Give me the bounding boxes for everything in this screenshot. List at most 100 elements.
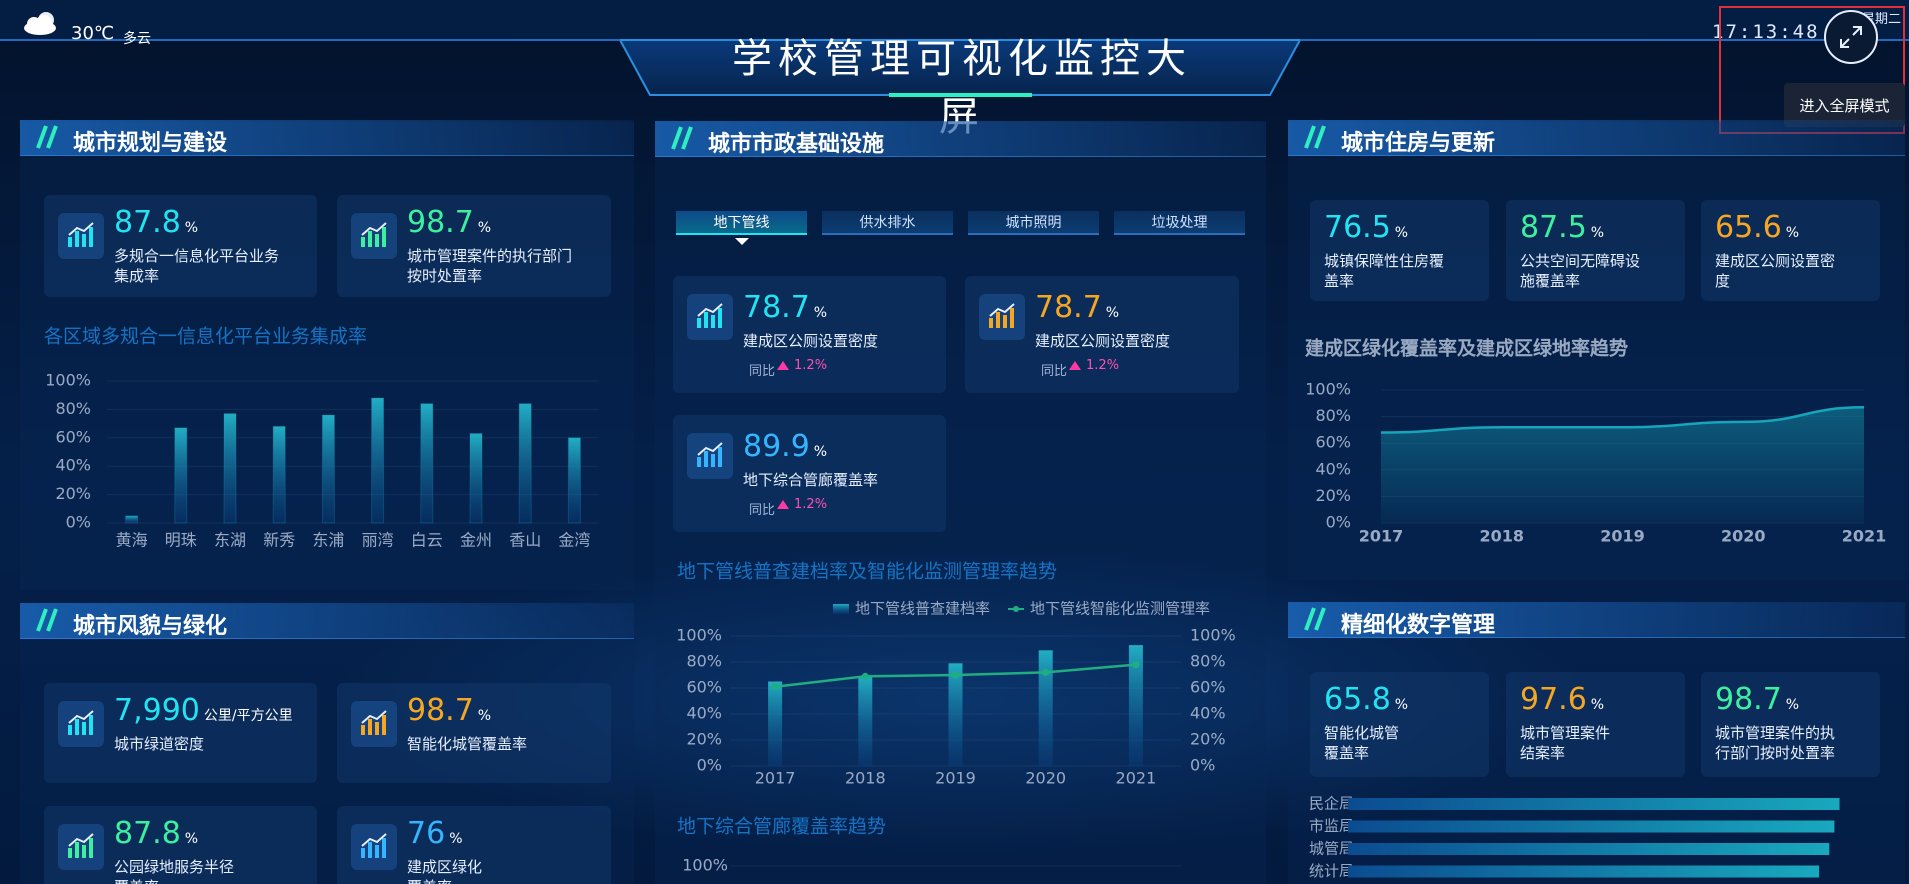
icon-glyph (989, 303, 1015, 328)
y-tick-label: 80% (55, 399, 91, 418)
x-tick-label: 2021 (1116, 769, 1157, 788)
y-tick-label: 100% (676, 626, 722, 645)
card-value-row: 98.7% (1715, 682, 1843, 723)
y-tick-label: 100% (1305, 380, 1351, 399)
card-body: 98.7% 智能化城管覆盖率 (407, 693, 535, 754)
card-value-row: 87.8% (114, 816, 242, 857)
slashes (1304, 125, 1326, 149)
panel-header (20, 603, 634, 639)
card-value-row: 78.7% (743, 290, 963, 331)
card-body: 89.9% 地下综合管廊覆盖率 同比 1.2% (743, 429, 963, 518)
card-label: 建成区公厕设置密度 (1715, 252, 1836, 290)
tooltip-text: 进入全屏模式 (1799, 97, 1890, 115)
y-tick-label: 80% (686, 652, 722, 671)
panel (20, 605, 634, 884)
card-body: 87.8%公园绿地服务半径覆盖率 (114, 816, 242, 884)
chart-title: 建成区绿化覆盖率及建成区绿地率趋势 (1305, 337, 1628, 360)
card-body: 98.7% 城市管理案件的执行部门按时处置率 (1715, 682, 1843, 763)
x-tick-label: 2020 (1025, 769, 1066, 788)
line-point (952, 671, 959, 679)
card-unit: % (1590, 697, 1605, 713)
card-body: 87.5% 公共空间无障碍设施覆盖率 (1520, 210, 1648, 291)
x-tick-label: 丽湾 (362, 531, 394, 550)
card-value: 76.5 (1324, 210, 1391, 245)
tooltip (1784, 83, 1905, 127)
card-unit: % (184, 220, 199, 236)
panel-header-icon (30, 605, 62, 635)
card-value-row: 89.9% (743, 429, 963, 470)
slashes (36, 608, 58, 632)
card-value-row: 98.7% (407, 693, 535, 734)
card-value: 98.7 (407, 205, 474, 240)
card-label: 城镇保障性住房覆盖率 (1324, 252, 1445, 290)
card-label: 多规合一信息化平台业务集成率 (114, 247, 280, 285)
card-label: 建成区绿化覆盖率 (407, 858, 483, 884)
icon-glyph (361, 833, 387, 858)
bar (125, 515, 139, 524)
card-body: 76%建成区绿化覆盖率 (407, 816, 491, 884)
tab[interactable]: 城市照明 (968, 211, 1099, 235)
x-tick-label: 香山 (509, 531, 541, 550)
card-value: 78.7 (1035, 290, 1102, 325)
card-value: 98.7 (1715, 682, 1782, 717)
bar (174, 427, 188, 524)
tab[interactable]: 垃圾处理 (1114, 211, 1245, 235)
x-tick-label: 金湾 (558, 531, 590, 550)
change-label: 同比 (749, 503, 776, 518)
fullscreen-button[interactable] (1822, 8, 1880, 66)
tab[interactable]: 供水排水 (822, 211, 953, 235)
card-icon (58, 213, 104, 259)
card-change: 同比 1.2% (1035, 358, 1255, 379)
card-unit: % (1785, 225, 1800, 241)
card-value: 87.8 (114, 205, 181, 240)
panel (1288, 603, 1905, 884)
y-tick-label: 0% (697, 756, 722, 775)
panel (1288, 122, 1905, 580)
bar (1348, 798, 1840, 810)
x-tick-label: 黄海 (116, 531, 148, 550)
y-tick-label: 20% (1190, 730, 1226, 749)
y-tick-label: 100% (45, 371, 91, 390)
panel (20, 122, 634, 590)
stat-card: 76%建成区绿化覆盖率 (337, 806, 611, 884)
card-value: 65.8 (1324, 682, 1391, 717)
top-bar (0, 0, 1909, 40)
stat-card: 98.7% 智能化城管覆盖率 (337, 683, 611, 783)
stat-card: 87.5% 公共空间无障碍设施覆盖率 (1506, 200, 1685, 301)
stat-card: 65.8% 智能化城管覆盖率 (1310, 672, 1489, 777)
y-tick-label: 40% (55, 456, 91, 475)
card-label: 建成区公厕设置密度 (1035, 332, 1171, 350)
card-unit: % (1105, 305, 1120, 321)
card-body: 78.7% 建成区公厕设置密度 同比 1.2% (743, 290, 963, 379)
chart-title: 地下综合管廊覆盖率趋势 (677, 816, 886, 838)
card-change: 同比 1.2% (743, 358, 963, 379)
stat-card: 97.6% 城市管理案件结案率 (1506, 672, 1685, 777)
temperature: 30℃ (71, 23, 115, 44)
card-value: 89.9 (743, 429, 810, 464)
y-tick-label: 20% (686, 730, 722, 749)
card-icon (351, 824, 397, 870)
x-tick-label: 白云 (411, 531, 443, 550)
card-label: 地下综合管廊覆盖率 (743, 471, 879, 489)
card-label: 城市管理案件的执行部门按时处置率 (407, 247, 573, 285)
bar (518, 403, 532, 524)
bar (469, 433, 483, 524)
card-unit: % (1590, 225, 1605, 241)
panel-header (20, 120, 634, 156)
tab-active[interactable]: 地下管线 (676, 211, 807, 235)
x-tick-label: 2018 (845, 769, 886, 788)
panel-header (1288, 120, 1905, 156)
stat-card: 87.8%公园绿地服务半径覆盖率 (44, 806, 317, 884)
y-tick-label: 80% (1315, 406, 1351, 425)
card-body: 78.7% 建成区公厕设置密度同比 1.2% (1035, 290, 1255, 379)
change-value: 1.2% (1086, 358, 1120, 373)
bar (420, 403, 434, 524)
change-arrow (777, 500, 790, 509)
y-tick-label: 100% (1190, 626, 1236, 645)
panel-header-icon (30, 122, 62, 152)
card-value: 98.7 (407, 693, 474, 728)
bar (272, 425, 286, 524)
x-tick-label: 东湖 (214, 531, 246, 550)
